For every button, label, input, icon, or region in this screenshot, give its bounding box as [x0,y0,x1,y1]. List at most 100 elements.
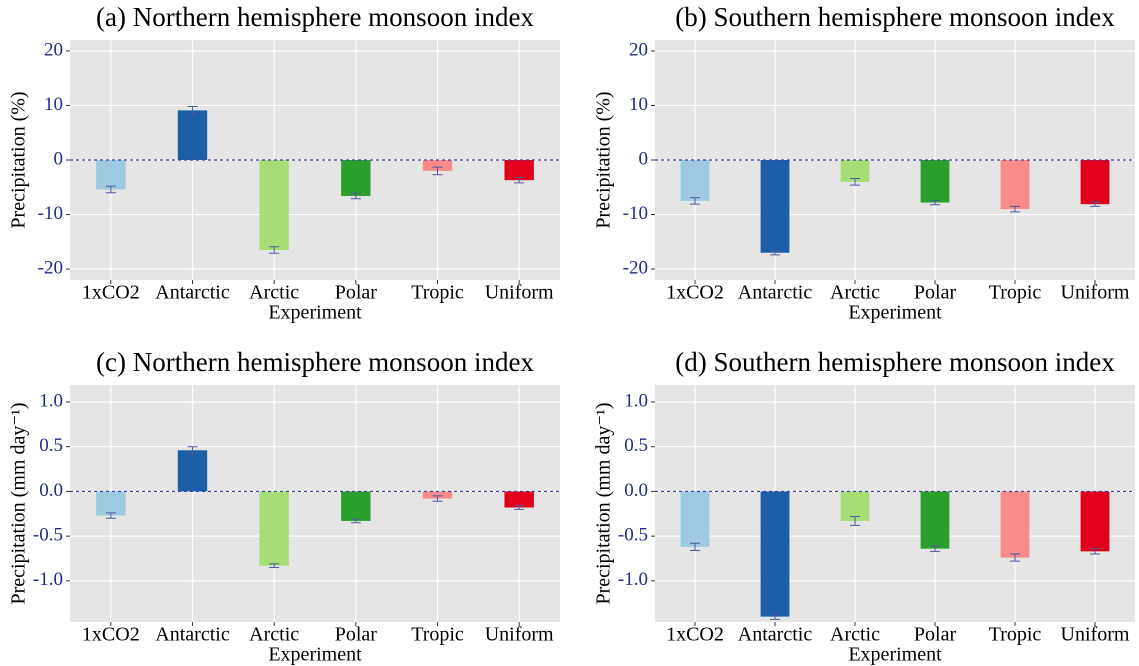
bar [920,160,950,203]
y-tick-label: 0 [639,148,649,169]
panel-title: (c) Northern hemisphere monsoon index [96,347,534,377]
bar [259,160,289,250]
bar [259,491,289,566]
y-axis-label: Precipitation (mm day⁻¹) [593,402,615,604]
y-tick-label: 1.0 [624,390,648,411]
x-axis-label: Experiment [268,302,362,324]
y-tick-label: -1.0 [33,569,63,590]
bar [840,160,870,182]
error-bar [187,106,198,115]
y-axis-label: Precipitation (mm day⁻¹) [8,402,30,604]
error-bar [690,542,700,551]
x-axis-label: Experiment [848,644,942,666]
bar [422,160,453,171]
plot-background [70,385,560,622]
x-tick-label: Polar [335,282,378,304]
error-bar [1010,205,1020,213]
error-bar [930,199,940,206]
panel-title: (a) Northern hemisphere monsoon index [96,2,534,32]
y-tick-label: 0 [54,148,64,169]
error-bar [770,613,780,620]
error-bar [770,250,780,256]
error-bar [350,192,361,200]
bar [680,491,710,547]
x-tick-label: Antarctic [738,282,813,304]
bar [177,450,208,492]
y-tick-label: -20 [38,257,63,278]
y-tick-label: -0.5 [33,525,63,546]
y-tick-label: 1.0 [39,390,63,411]
y-tick-label: 0.0 [624,480,648,501]
y-tick-label: 20 [629,39,648,60]
error-bar [105,512,116,519]
x-axis-label: Experiment [848,302,942,324]
bar [1080,491,1110,552]
x-tick-label: Arctic [830,282,880,304]
x-tick-label: Antarctic [155,282,230,304]
error-bar [1090,201,1100,207]
x-tick-label: 1xCO2 [82,282,140,304]
bar [422,491,453,499]
y-tick-label: 0.0 [39,480,63,501]
x-tick-label: 1xCO2 [666,624,724,646]
x-tick-label: Arctic [249,282,299,304]
x-axis-label: Experiment [268,644,362,666]
x-tick-label: Tropic [989,282,1042,304]
error-bar [1010,553,1020,562]
error-bar [850,178,860,186]
panel: (d) Southern hemisphere monsoon index -1.… [593,347,1135,666]
panel-title: (d) Southern hemisphere monsoon index [675,347,1115,377]
x-tick-label: 1xCO2 [82,624,140,646]
y-tick-label: -0.5 [618,525,648,546]
panel: (b) Southern hemisphere monsoon index -20… [593,2,1135,324]
bar [341,491,371,521]
bar [1000,160,1030,210]
y-tick-label: -10 [623,203,648,224]
x-tick-label: Uniform [485,624,554,646]
bar [760,160,790,253]
x-tick-label: Polar [914,282,957,304]
error-bar [850,515,860,526]
bar [1000,491,1030,558]
error-bar [269,246,280,254]
y-tick-label: 10 [44,94,63,115]
y-tick-label: -10 [38,203,63,224]
bar [680,160,710,201]
x-tick-label: Uniform [485,282,554,304]
bar [760,491,790,617]
x-tick-label: 1xCO2 [666,282,724,304]
x-tick-label: Uniform [1061,282,1130,304]
error-bar [1090,548,1100,555]
error-bar [514,505,525,510]
bar [504,160,534,181]
y-axis-label: Precipitation (%) [8,91,30,228]
bar [1080,160,1110,205]
plot-background [655,385,1135,622]
y-tick-label: -20 [623,257,648,278]
y-tick-label: 0.5 [624,435,648,456]
x-tick-label: Arctic [249,624,299,646]
y-tick-label: 20 [44,39,63,60]
error-bar [514,176,525,184]
error-bar [432,495,443,502]
x-tick-label: Polar [914,624,957,646]
error-bar [187,446,198,455]
bar [920,491,950,549]
error-bar [930,545,940,552]
x-tick-label: Tropic [411,282,464,304]
bar [96,491,126,516]
error-bar [269,563,280,568]
x-tick-label: Arctic [830,624,880,646]
panel-title: (b) Southern hemisphere monsoon index [675,2,1115,32]
error-bar [105,185,116,194]
error-bar [350,518,361,524]
error-bar [432,166,443,176]
x-tick-label: Polar [335,624,378,646]
y-tick-label: 0.5 [39,435,63,456]
bar [341,160,371,196]
y-tick-label: 10 [629,94,648,115]
x-tick-label: Tropic [989,624,1042,646]
y-tick-label: -1.0 [618,569,648,590]
x-tick-label: Antarctic [738,624,813,646]
